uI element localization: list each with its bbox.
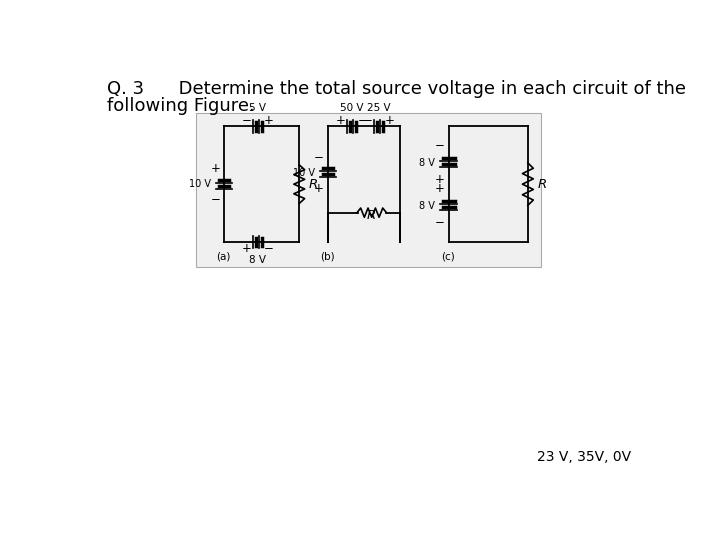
Text: +: + [435,173,445,186]
Text: Q. 3      Determine the total source voltage in each circuit of the: Q. 3 Determine the total source voltage … [107,80,686,98]
Text: −: − [314,151,324,164]
Text: 8 V: 8 V [419,201,435,211]
Text: −: − [210,193,220,206]
Text: (b): (b) [320,251,335,261]
Text: R: R [537,178,546,191]
Text: +: + [210,162,220,176]
Text: R: R [367,209,377,222]
Text: −: − [264,241,274,254]
Text: 5 V: 5 V [249,103,266,113]
Text: +: + [336,114,346,127]
Text: 8 V: 8 V [249,255,266,265]
Text: −: − [363,114,372,127]
Text: 8 V: 8 V [419,158,435,167]
Text: +: + [435,183,445,195]
Text: +: + [384,114,394,127]
Text: +: + [264,114,274,127]
Text: −: − [435,216,445,229]
Text: 10 V: 10 V [293,167,315,178]
Text: (c): (c) [441,251,455,261]
Text: R: R [309,178,318,191]
Text: 50 V: 50 V [340,103,364,113]
Text: 10 V: 10 V [189,179,211,189]
Text: −: − [358,114,367,127]
Text: following Figure.: following Figure. [107,97,255,115]
Text: 25 V: 25 V [366,103,390,113]
Text: +: + [314,181,324,194]
Text: −: − [242,114,252,127]
Bar [196,112,541,267]
Text: −: − [435,139,445,152]
Text: +: + [242,241,252,254]
Text: 23 V, 35V, 0V: 23 V, 35V, 0V [537,450,631,464]
Text: (a): (a) [216,251,230,261]
